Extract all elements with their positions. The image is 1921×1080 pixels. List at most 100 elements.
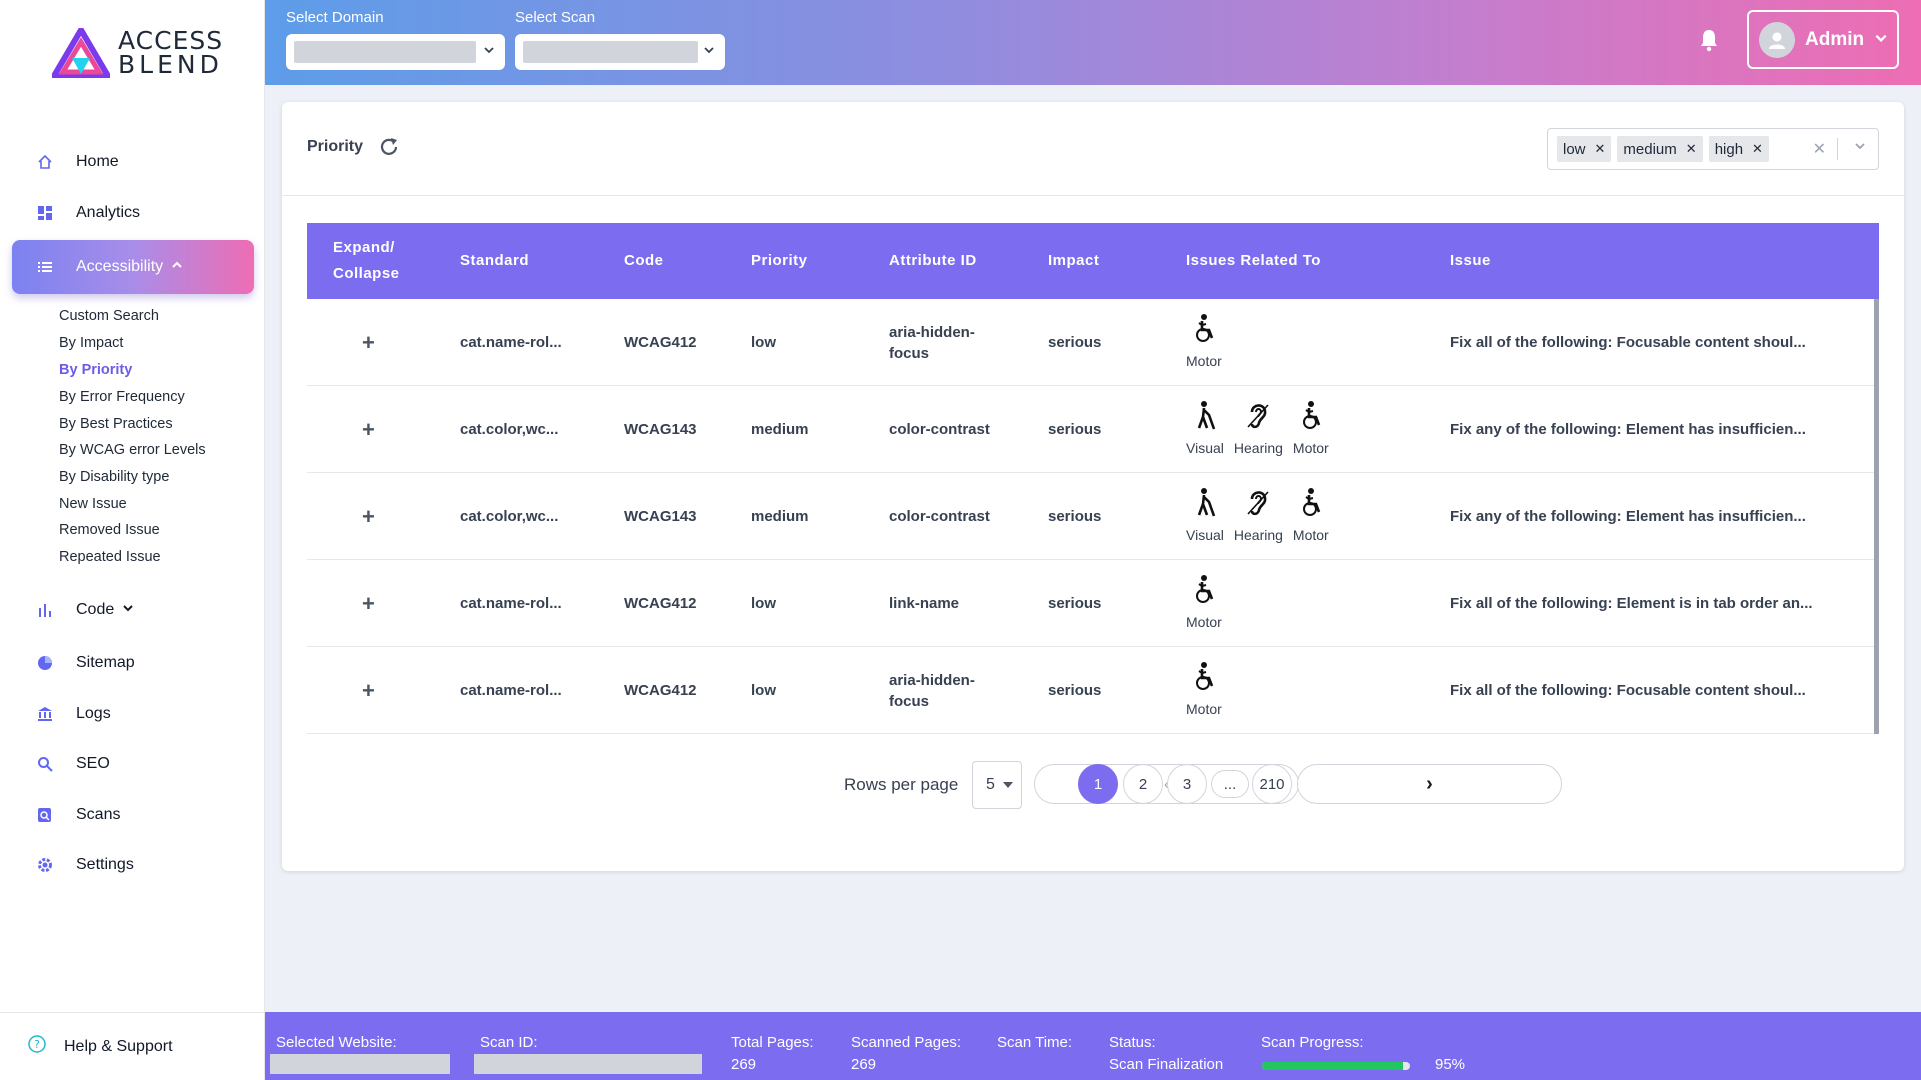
chevron-left-icon: ‹ — [1164, 776, 1169, 793]
column-header-standard[interactable]: Standard — [460, 252, 530, 269]
subnav-by-priority[interactable]: By Priority — [59, 362, 133, 378]
column-header-impact[interactable]: Impact — [1048, 252, 1100, 269]
help-support-link[interactable]: ? Help & Support — [0, 1012, 265, 1080]
cell-issue: Fix all of the following: Element is in … — [1450, 595, 1813, 612]
column-header-code[interactable]: Code — [624, 252, 664, 269]
pie-chart-icon — [36, 654, 54, 672]
disability-visual: Visual — [1186, 487, 1224, 546]
cell-code: WCAG412 — [624, 334, 697, 351]
bell-icon[interactable] — [1698, 28, 1722, 52]
scan-id-label: Scan ID: — [480, 1034, 538, 1051]
cell-standard: cat.color,wc... — [460, 421, 559, 438]
avatar — [1759, 21, 1795, 58]
disability-motor: Motor — [1186, 313, 1222, 372]
table-row[interactable]: + cat.name-rol... WCAG412 low aria-hidden-fo… — [307, 299, 1879, 386]
sidebar-item-settings[interactable]: Settings — [12, 840, 254, 890]
filter-separator — [1837, 138, 1838, 160]
brand-logo[interactable]: ACCESS BLEND — [52, 28, 223, 78]
subnav-by-error-frequency[interactable]: By Error Frequency — [59, 389, 185, 405]
column-header-expand[interactable]: Expand/ Collapse — [333, 239, 400, 282]
sidebar-item-home[interactable]: Home — [12, 137, 254, 187]
scan-id-value — [474, 1054, 702, 1074]
expand-row-button[interactable]: + — [362, 386, 375, 473]
rows-per-page-select[interactable]: 5 — [972, 761, 1022, 809]
plus-icon: + — [362, 504, 375, 529]
refresh-icon[interactable] — [378, 136, 400, 158]
cell-priority: low — [751, 682, 776, 699]
disability-label: Hearing — [1233, 440, 1283, 456]
remove-chip-icon[interactable]: ✕ — [1594, 141, 1606, 156]
cell-impact: serious — [1048, 508, 1102, 525]
clear-filter-icon[interactable]: ✕ — [1812, 141, 1826, 158]
chip-label: low — [1563, 140, 1586, 158]
column-header-issue[interactable]: Issue — [1450, 252, 1491, 269]
table-row[interactable]: + cat.color,wc... WCAG143 medium color-contr… — [307, 473, 1879, 560]
select-scan-dropdown[interactable] — [515, 34, 725, 70]
cell-issues-related-to: Visual Hearing Motor — [1186, 386, 1329, 473]
priority-filter-select[interactable]: low ✕ medium ✕ high ✕ ✕ — [1547, 128, 1879, 170]
table-row[interactable]: + cat.name-rol... WCAG412 low link-name serio… — [307, 560, 1879, 647]
status-value: Scan Finalization — [1109, 1056, 1224, 1073]
cell-issues-related-to: Motor — [1186, 647, 1222, 734]
disability-label: Motor — [1186, 614, 1222, 630]
horizontal-scroll-edge[interactable] — [1874, 299, 1879, 734]
cell-impact: serious — [1048, 595, 1102, 612]
scan-progress-text: 95% — [1435, 1056, 1466, 1073]
remove-chip-icon[interactable]: ✕ — [1685, 141, 1697, 156]
subnav-repeated-issue[interactable]: Repeated Issue — [59, 549, 161, 565]
cell-issue: Fix all of the following: Focusable cont… — [1450, 682, 1806, 699]
cell-issues-related-to: Visual Hearing Motor — [1186, 473, 1329, 560]
issues-related-list: Motor — [1186, 661, 1222, 720]
column-header-issues-related-to[interactable]: Issues Related To — [1186, 252, 1321, 269]
subnav-by-best-practices[interactable]: By Best Practices — [59, 416, 173, 432]
select-domain-dropdown[interactable] — [286, 34, 505, 70]
next-page-button[interactable]: › — [1297, 764, 1562, 804]
sidebar-item-analytics[interactable]: Analytics — [12, 188, 254, 238]
page-button-2[interactable]: 2 — [1123, 764, 1163, 804]
sidebar-item-seo[interactable]: SEO — [12, 739, 254, 789]
expand-row-button[interactable]: + — [362, 473, 375, 560]
page-button-210[interactable]: 210 — [1252, 764, 1292, 804]
visual-disability-icon — [1192, 487, 1218, 523]
cell-priority: medium — [751, 421, 809, 438]
sidebar-item-code[interactable]: Code — [12, 585, 254, 635]
column-header-attribute-id[interactable]: Attribute ID — [889, 252, 977, 269]
table-row[interactable]: + cat.color,wc... WCAG143 medium color-contr… — [307, 386, 1879, 473]
logo-text-line2: BLEND — [118, 50, 223, 79]
subnav-by-impact[interactable]: By Impact — [59, 335, 124, 351]
cell-attribute-id: link-name — [889, 595, 960, 612]
cell-code: WCAG412 — [624, 682, 697, 699]
expand-row-button[interactable]: + — [362, 299, 375, 386]
chevron-down-icon — [122, 601, 134, 619]
page-button-1[interactable]: 1 — [1078, 764, 1118, 804]
subnav-removed-issue[interactable]: Removed Issue — [59, 522, 160, 538]
disability-label: Visual — [1186, 527, 1224, 543]
cell-attribute-id: color-contrast — [889, 508, 990, 525]
issues-related-list: Visual Hearing Motor — [1186, 487, 1329, 546]
expand-row-button[interactable]: + — [362, 560, 375, 647]
sidebar-item-sitemap[interactable]: Sitemap — [12, 638, 254, 688]
subnav-by-disability-type[interactable]: By Disability type — [59, 469, 170, 485]
user-menu-button[interactable]: Admin — [1747, 10, 1899, 69]
sidebar-item-accessibility[interactable]: Accessibility — [12, 240, 254, 294]
disability-label: Hearing — [1233, 527, 1283, 543]
cell-issues-related-to: Motor — [1186, 560, 1222, 647]
disability-visual: Visual — [1186, 400, 1224, 459]
disability-label: Motor — [1186, 701, 1222, 717]
expand-row-button[interactable]: + — [362, 647, 375, 734]
remove-chip-icon[interactable]: ✕ — [1752, 141, 1763, 156]
table-row[interactable]: + cat.name-rol... WCAG412 low aria-hidden-fo… — [307, 647, 1879, 734]
table-body: + cat.name-rol... WCAG412 low aria-hidden-fo… — [307, 299, 1879, 734]
chevron-down-icon[interactable] — [1854, 140, 1866, 155]
subnav-custom-search[interactable]: Custom Search — [59, 308, 159, 324]
page-button-3[interactable]: 3 — [1167, 764, 1207, 804]
subnav-by-wcag-error-levels[interactable]: By WCAG error Levels — [59, 442, 206, 458]
sidebar-item-scans[interactable]: Scans — [12, 790, 254, 840]
filter-chip-high: high ✕ — [1708, 136, 1769, 162]
subnav-new-issue[interactable]: New Issue — [59, 496, 127, 512]
sidebar-item-label: SEO — [76, 755, 110, 772]
sidebar-item-logs[interactable]: Logs — [12, 689, 254, 739]
disability-label: Motor — [1292, 527, 1329, 543]
column-header-priority[interactable]: Priority — [751, 252, 808, 269]
disability-motor: Motor — [1293, 487, 1329, 546]
